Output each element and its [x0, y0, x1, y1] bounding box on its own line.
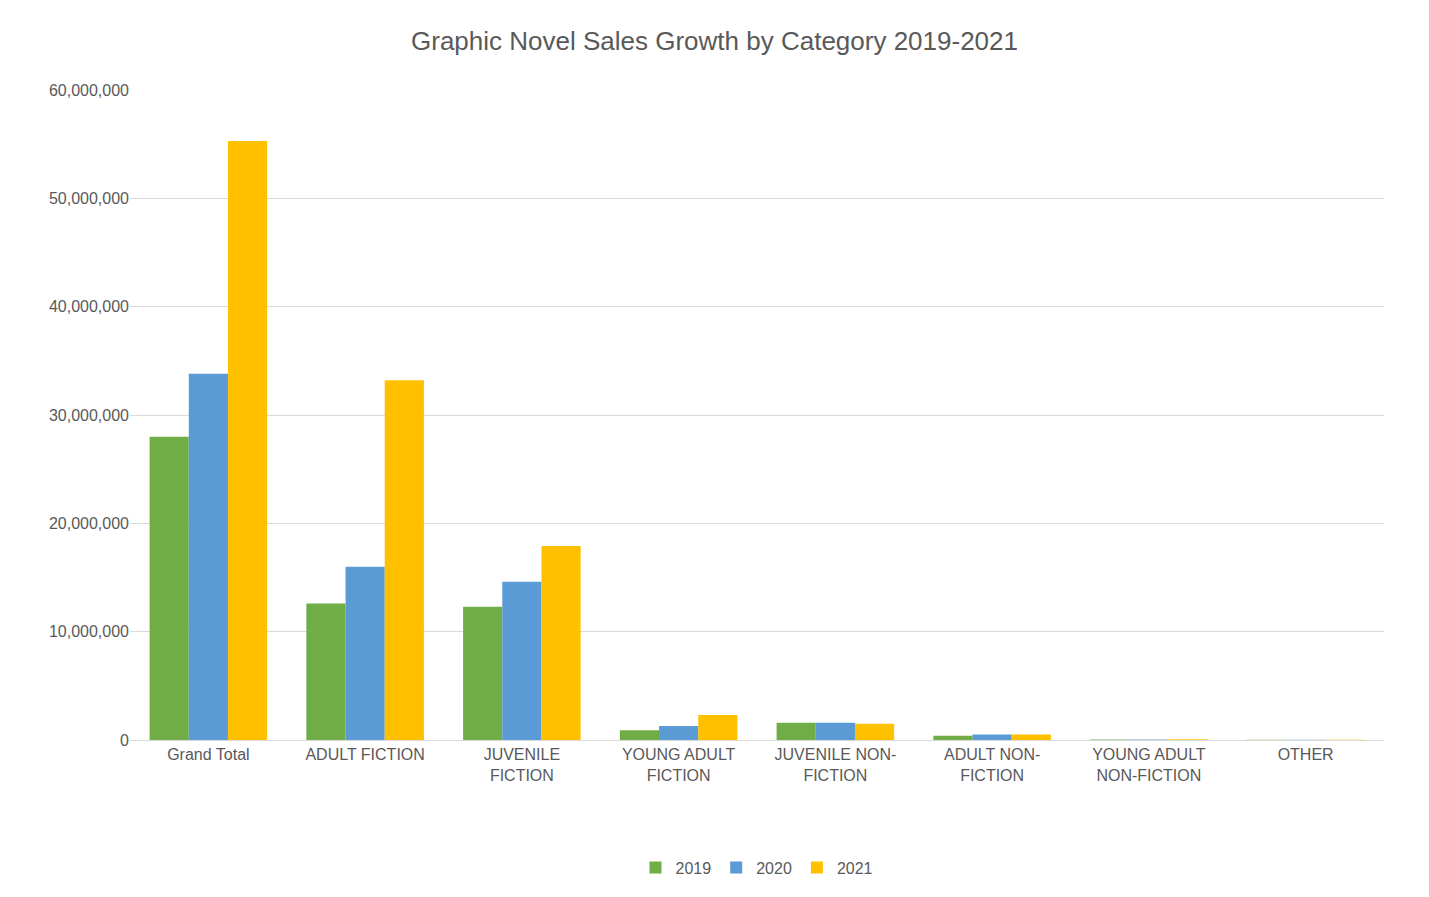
svg-text:20,000,000: 20,000,000 [49, 515, 129, 532]
svg-text:10,000,000: 10,000,000 [49, 623, 129, 640]
svg-text:OTHER: OTHER [1278, 746, 1334, 763]
svg-text:Grand Total: Grand Total [167, 746, 249, 763]
svg-text:ADULT FICTION: ADULT FICTION [305, 746, 424, 763]
svg-text:Graphic Novel Sales Growth by: Graphic Novel Sales Growth by Category 2… [411, 26, 1018, 56]
svg-text:40,000,000: 40,000,000 [49, 298, 129, 315]
svg-text:2020: 2020 [756, 860, 792, 877]
svg-text:JUVENILEFICTION: JUVENILEFICTION [484, 746, 560, 784]
svg-text:0: 0 [120, 732, 129, 749]
svg-text:ADULT NON-FICTION: ADULT NON-FICTION [944, 746, 1040, 784]
svg-text:50,000,000: 50,000,000 [49, 190, 129, 207]
svg-text:YOUNG ADULTFICTION: YOUNG ADULTFICTION [622, 746, 736, 784]
svg-text:YOUNG ADULTNON-FICTION: YOUNG ADULTNON-FICTION [1092, 746, 1206, 784]
svg-text:2021: 2021 [837, 860, 873, 877]
svg-text:JUVENILE NON-FICTION: JUVENILE NON-FICTION [774, 746, 896, 784]
svg-text:60,000,000: 60,000,000 [49, 82, 129, 99]
svg-text:2019: 2019 [676, 860, 712, 877]
svg-text:30,000,000: 30,000,000 [49, 407, 129, 424]
